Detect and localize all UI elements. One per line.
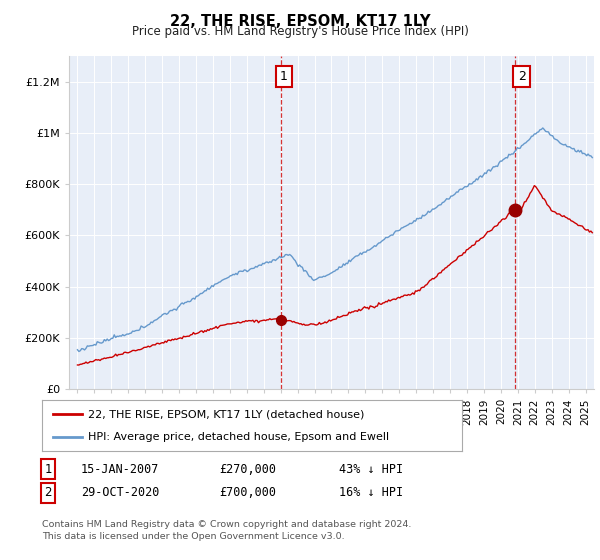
Text: 43% ↓ HPI: 43% ↓ HPI	[339, 463, 403, 476]
Text: 16% ↓ HPI: 16% ↓ HPI	[339, 486, 403, 500]
Text: £700,000: £700,000	[219, 486, 276, 500]
Text: 15-JAN-2007: 15-JAN-2007	[81, 463, 160, 476]
Text: 22, THE RISE, EPSOM, KT17 1LY (detached house): 22, THE RISE, EPSOM, KT17 1LY (detached …	[88, 409, 365, 419]
Text: 22, THE RISE, EPSOM, KT17 1LY: 22, THE RISE, EPSOM, KT17 1LY	[170, 14, 430, 29]
Text: £270,000: £270,000	[219, 463, 276, 476]
Text: Contains HM Land Registry data © Crown copyright and database right 2024.
This d: Contains HM Land Registry data © Crown c…	[42, 520, 412, 541]
Text: 2: 2	[518, 70, 526, 83]
Text: 1: 1	[44, 463, 52, 476]
Text: HPI: Average price, detached house, Epsom and Ewell: HPI: Average price, detached house, Epso…	[88, 432, 389, 442]
Text: Price paid vs. HM Land Registry's House Price Index (HPI): Price paid vs. HM Land Registry's House …	[131, 25, 469, 38]
Text: 29-OCT-2020: 29-OCT-2020	[81, 486, 160, 500]
Text: 1: 1	[280, 70, 288, 83]
Text: 2: 2	[44, 486, 52, 500]
